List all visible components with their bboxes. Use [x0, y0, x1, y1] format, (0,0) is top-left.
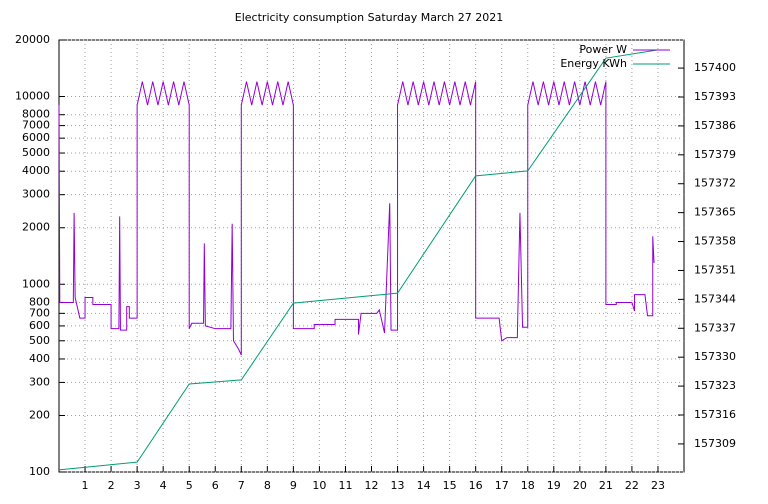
x-tick-label: 1	[82, 479, 89, 492]
y2-tick-label: 157386	[694, 119, 736, 132]
y-tick-label: 7000	[22, 119, 50, 132]
y2-tick-label: 157351	[694, 263, 736, 276]
y2-tick-label: 157323	[694, 379, 736, 392]
x-tick-label: 12	[365, 479, 379, 492]
y-tick-label: 800	[29, 295, 50, 308]
x-tick-label: 21	[599, 479, 613, 492]
x-tick-label: 10	[312, 479, 326, 492]
y2-tick-label: 157379	[694, 148, 736, 161]
x-tick-label: 5	[186, 479, 193, 492]
x-tick-label: 15	[443, 479, 457, 492]
y-tick-label: 700	[29, 306, 50, 319]
y-tick-label: 10000	[15, 90, 50, 103]
legend-label: Energy KWh	[560, 57, 627, 70]
y-tick-label: 20000	[15, 33, 50, 46]
x-tick-label: 22	[625, 479, 639, 492]
y-tick-label: 2000	[22, 221, 50, 234]
y-tick-label: 100	[29, 465, 50, 478]
y2-tick-label: 157393	[694, 90, 736, 103]
y-tick-label: 8000	[22, 108, 50, 121]
y2-tick-label: 157337	[694, 321, 736, 334]
y-tick-label: 5000	[22, 146, 50, 159]
y2-tick-label: 157365	[694, 206, 736, 219]
x-tick-label: 7	[238, 479, 245, 492]
y2-tick-label: 157358	[694, 235, 736, 248]
chart-title: Electricity consumption Saturday March 2…	[235, 11, 503, 24]
y2-tick-label: 157309	[694, 437, 736, 450]
x-tick-label: 6	[212, 479, 219, 492]
x-tick-label: 3	[134, 479, 141, 492]
x-tick-label: 16	[469, 479, 483, 492]
y2-tick-label: 157330	[694, 350, 736, 363]
y-tick-label: 4000	[22, 164, 50, 177]
series-line	[58, 49, 659, 471]
x-tick-label: 18	[521, 479, 535, 492]
x-tick-label: 11	[338, 479, 352, 492]
legend-label: Power W	[579, 43, 627, 56]
y2-tick-label: 157344	[694, 292, 736, 305]
y-tick-label: 500	[29, 334, 50, 347]
y2-tick-label: 157372	[694, 177, 736, 190]
x-tick-label: 19	[547, 479, 561, 492]
y2-tick-label: 157400	[694, 61, 736, 74]
series-line	[58, 81, 655, 356]
y-tick-label: 300	[29, 375, 50, 388]
y-tick-label: 600	[29, 319, 50, 332]
x-tick-label: 8	[264, 479, 271, 492]
y-tick-label: 6000	[22, 131, 50, 144]
x-tick-label: 13	[391, 479, 405, 492]
x-tick-label: 9	[290, 479, 297, 492]
y-tick-label: 400	[29, 352, 50, 365]
x-tick-label: 23	[651, 479, 665, 492]
x-tick-label: 17	[495, 479, 509, 492]
y-tick-label: 200	[29, 408, 50, 421]
x-tick-label: 20	[573, 479, 587, 492]
y2-tick-label: 157316	[694, 408, 736, 421]
y-tick-label: 3000	[22, 188, 50, 201]
x-tick-label: 2	[108, 479, 115, 492]
x-tick-label: 14	[417, 479, 431, 492]
x-tick-label: 4	[160, 479, 167, 492]
y-tick-label: 1000	[22, 277, 50, 290]
